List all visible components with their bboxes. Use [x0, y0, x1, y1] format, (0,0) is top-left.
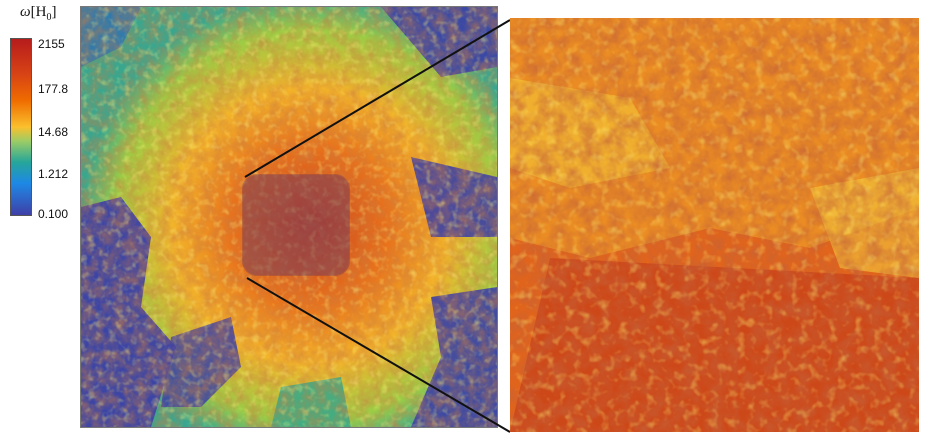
colorbar	[10, 38, 32, 216]
colorbar-tick-label: 2155	[38, 37, 65, 51]
zoom-region-box	[243, 175, 349, 275]
colorbar-tick-label: 14.68	[38, 125, 69, 139]
zoomed-vorticity-field	[510, 18, 919, 432]
colorbar-tick-label: 177.8	[38, 82, 69, 96]
colorbar-title: ω[H0]	[20, 4, 57, 23]
colorbar-symbol: ω	[20, 4, 31, 20]
colorbar-unit: H	[35, 4, 47, 20]
zoomed-vorticity-map	[510, 18, 919, 432]
colorbar-tick-label: 1.212	[38, 167, 69, 181]
colorbar-unit-subscript: 0	[46, 12, 52, 23]
colorbar-tick-label: 0.100	[38, 207, 69, 221]
